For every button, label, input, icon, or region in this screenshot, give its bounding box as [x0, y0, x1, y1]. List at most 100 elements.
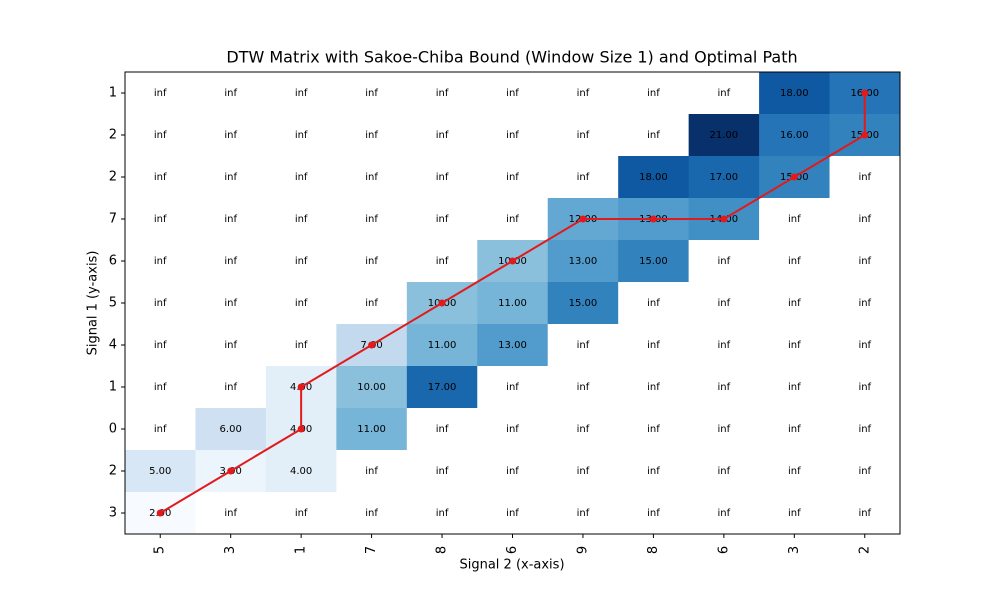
cell-label: inf [295, 256, 308, 267]
path-point [861, 131, 869, 139]
path-point [579, 215, 587, 223]
heatmap-cell [618, 156, 690, 199]
heatmap-cell [829, 492, 901, 535]
heatmap-cell [829, 450, 901, 493]
x-tick-label: 6 [505, 546, 520, 554]
cell-label: inf [506, 214, 519, 225]
x-tick-label: 7 [364, 546, 379, 554]
heatmap-cell [406, 72, 478, 115]
cell-label: inf [295, 508, 308, 519]
heatmap-cell [759, 366, 831, 409]
path-point [720, 215, 728, 223]
heatmap-cell [829, 408, 901, 451]
heatmap-cell [618, 240, 690, 283]
cell-label: inf [506, 466, 519, 477]
cell-label: inf [718, 298, 731, 309]
cell-label: 18.00 [780, 88, 809, 99]
heatmap-cell [406, 324, 478, 367]
cell-label: inf [647, 424, 660, 435]
y-axis-label: Signal 1 (y-axis) [86, 251, 101, 356]
heatmap-cell [547, 492, 619, 535]
cell-label: inf [718, 466, 731, 477]
heatmap-cell [125, 450, 196, 493]
cell-label: inf [154, 88, 167, 99]
heatmap-cell [477, 450, 549, 493]
cell-label: inf [718, 340, 731, 351]
cell-label: inf [718, 382, 731, 393]
heatmap-cell [195, 492, 267, 535]
heatmap-cell [688, 282, 760, 325]
cell-label: inf [788, 298, 801, 309]
heatmap-cell [125, 156, 196, 199]
heatmap-cell [265, 72, 337, 115]
heatmap-cell [195, 240, 267, 283]
x-tick-label: 8 [435, 546, 450, 554]
heatmap-cell [688, 366, 760, 409]
heatmap-cell [336, 240, 408, 283]
heatmap-cell [759, 240, 831, 283]
heatmap-cell [829, 156, 901, 199]
heatmap-cell [618, 282, 690, 325]
heatmap-cell [265, 156, 337, 199]
heatmap-cell [336, 198, 408, 241]
cell-label: inf [577, 88, 590, 99]
cell-label: inf [365, 130, 378, 141]
heatmap-cell [406, 240, 478, 283]
cell-label: inf [436, 256, 449, 267]
heatmap-cell [336, 72, 408, 115]
cell-label: inf [788, 214, 801, 225]
cell-label: inf [858, 466, 871, 477]
heatmap-cell [125, 240, 196, 283]
cell-label: inf [295, 340, 308, 351]
cell-label: 18.00 [639, 172, 668, 183]
cell-label: 10.00 [357, 382, 386, 393]
cell-label: inf [788, 424, 801, 435]
x-tick-label: 5 [153, 546, 168, 554]
heatmap-cell [547, 282, 619, 325]
heatmap-cell [618, 408, 690, 451]
heatmap-cell [125, 198, 196, 241]
cell-label: inf [577, 466, 590, 477]
heatmap-cell [125, 282, 196, 325]
cell-label: inf [365, 88, 378, 99]
heatmap-cell [618, 72, 690, 115]
heatmap-cell [547, 408, 619, 451]
cell-label: inf [154, 130, 167, 141]
heatmap-cell [759, 492, 831, 535]
heatmap-cell [477, 408, 549, 451]
cell-label: inf [788, 466, 801, 477]
heatmap-cell [759, 324, 831, 367]
cell-label: inf [858, 214, 871, 225]
cell-label: inf [154, 298, 167, 309]
heatmap-cell [618, 366, 690, 409]
heatmap-cell [125, 324, 196, 367]
x-tick-label: 1 [294, 546, 309, 554]
cell-label: inf [858, 340, 871, 351]
heatmap-cell [195, 366, 267, 409]
y-tick-label: 5 [109, 296, 117, 311]
heatmap-cell [406, 114, 478, 157]
y-tick-label: 4 [109, 338, 117, 353]
heatmap-cell [547, 324, 619, 367]
heatmap-cell [265, 492, 337, 535]
cell-label: inf [577, 130, 590, 141]
heatmap-cell [547, 72, 619, 115]
cell-label: inf [506, 172, 519, 183]
heatmap-cell [829, 282, 901, 325]
cell-label: 5.00 [149, 466, 171, 477]
heatmap-cell [477, 156, 549, 199]
cell-label: inf [436, 88, 449, 99]
cell-label: inf [365, 508, 378, 519]
cell-label: inf [365, 172, 378, 183]
heatmap-cell [406, 408, 478, 451]
heatmap-cell [829, 198, 901, 241]
y-tick-label: 2 [109, 128, 117, 143]
y-tick-label: 0 [109, 422, 117, 437]
heatmap-cell [759, 114, 831, 157]
x-tick-label: 3 [223, 546, 238, 554]
heatmap-cell [406, 198, 478, 241]
cell-label: inf [365, 214, 378, 225]
path-point [438, 299, 446, 307]
x-axis-label: Signal 2 (x-axis) [459, 558, 564, 573]
